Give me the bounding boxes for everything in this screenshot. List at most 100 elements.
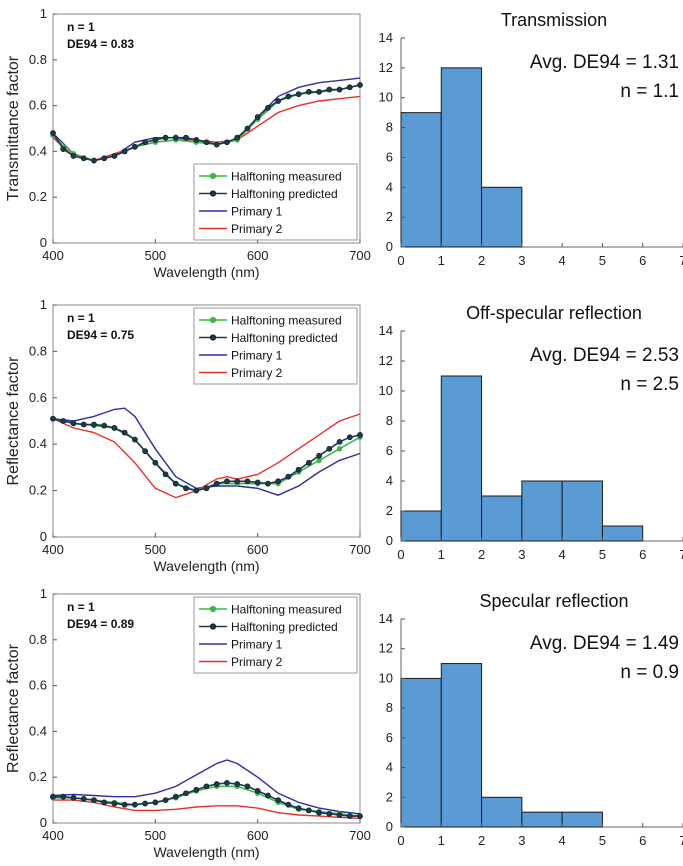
series-point <box>142 448 148 455</box>
series-point <box>285 473 292 480</box>
series-point <box>183 790 189 797</box>
annotation-text: n = 1 <box>67 311 95 325</box>
series-point <box>142 800 148 807</box>
legend-marker <box>209 316 217 324</box>
series-point <box>326 86 333 93</box>
line-chart-2: 400 500 600 700 0 0.2 0.4 0.6 0.8 1 Wavelength (nm… <box>5 297 371 574</box>
series-line-3 <box>52 759 361 815</box>
histogram-bar <box>440 375 483 542</box>
y-tick-label: 8 <box>386 120 393 135</box>
series-point <box>346 84 353 91</box>
series-point <box>336 438 343 445</box>
legend-label: Halftoning predicted <box>231 620 338 634</box>
legend-label: Halftoning measured <box>231 314 342 328</box>
series-point <box>80 421 87 428</box>
series-point <box>224 139 230 146</box>
series-point <box>193 786 200 793</box>
x-tick-label: 0 <box>397 547 404 562</box>
series-point <box>326 445 333 452</box>
x-tick-label: 1 <box>438 547 445 562</box>
series-point <box>357 82 363 88</box>
y-tick-label: 0.4 <box>29 436 47 451</box>
series-point <box>224 478 230 485</box>
y-tick-label: 0 <box>386 239 393 254</box>
x-tick-label: 400 <box>42 248 64 263</box>
y-tick-label: 0.8 <box>29 343 47 358</box>
series-point <box>50 415 56 422</box>
legend-marker <box>209 334 217 341</box>
x-tick-label: 500 <box>144 248 166 263</box>
series-point <box>305 88 312 95</box>
x-axis-label: Wavelength (nm) <box>153 264 259 280</box>
series-point <box>152 459 159 466</box>
y-axis-label: Reflectance factor <box>5 643 22 773</box>
series-point <box>326 810 333 817</box>
histogram-bar <box>481 796 523 828</box>
legend-label: Primary 1 <box>231 638 283 652</box>
legend-marker <box>209 172 217 180</box>
chart-title: Transmission <box>501 10 607 30</box>
series-point <box>357 432 363 438</box>
y-tick-label: 4 <box>386 179 393 194</box>
y-tick-label: 0.4 <box>29 143 47 158</box>
annotation-text: Avg. DE94 = 1.49 <box>530 633 679 654</box>
y-tick-label: 8 <box>386 413 393 428</box>
series-point <box>234 781 241 787</box>
y-tick-label: 14 <box>379 611 393 626</box>
annotation-text: n = 1 <box>67 600 95 614</box>
series-point <box>357 813 363 820</box>
series-point <box>60 793 67 800</box>
series-point <box>121 801 128 808</box>
series-point <box>336 812 343 818</box>
x-tick-label: 6 <box>639 547 646 562</box>
x-tick-label: 2 <box>478 253 485 268</box>
legend-label: Primary 1 <box>231 205 283 219</box>
y-tick-label: 2 <box>386 209 393 224</box>
annotation-text: DE94 = 0.83 <box>67 37 134 51</box>
series-point <box>203 139 210 146</box>
histogram-bar <box>400 510 442 542</box>
series-point <box>316 88 322 95</box>
x-tick-label: 3 <box>518 253 525 268</box>
histogram-bar <box>400 677 442 828</box>
series-point <box>336 446 343 452</box>
legend-label: Primary 2 <box>231 222 283 236</box>
legend: Halftoning measured Halftoning predicted P… <box>193 596 358 674</box>
series-point <box>70 153 77 159</box>
histogram-1: Transmission0246810121401234567Avg. DE94… <box>379 10 683 268</box>
series-point <box>121 148 128 155</box>
y-tick-label: 14 <box>379 30 393 45</box>
legend-marker <box>209 190 217 197</box>
x-tick-label: 4 <box>559 547 566 562</box>
y-tick-label: 0 <box>40 529 47 544</box>
x-tick-label: 6 <box>639 253 646 268</box>
series-point <box>224 780 230 786</box>
series-point <box>111 425 118 431</box>
x-tick-label: 700 <box>349 248 371 263</box>
x-tick-label: 600 <box>247 542 269 557</box>
series-point <box>50 793 56 800</box>
x-tick-label: 4 <box>559 253 566 268</box>
x-tick-label: 3 <box>518 547 525 562</box>
y-tick-label: 10 <box>379 383 393 398</box>
y-tick-label: 0.4 <box>29 723 47 738</box>
y-tick-label: 0.8 <box>29 632 47 647</box>
chart-title: Off-specular reflection <box>466 303 642 323</box>
y-tick-label: 14 <box>379 323 393 338</box>
y-tick-label: 12 <box>379 60 393 75</box>
series-point <box>234 478 241 485</box>
line-chart-3: 400 500 600 700 0 0.2 0.4 0.6 0.8 1 Wavelength (nm… <box>5 586 371 860</box>
series-point <box>183 134 189 141</box>
annotation-text: DE94 = 0.75 <box>67 328 134 342</box>
histogram-bar <box>521 480 563 542</box>
y-tick-label: 4 <box>386 473 393 488</box>
series-point <box>275 478 282 485</box>
x-axis-label: Wavelength (nm) <box>153 844 259 860</box>
y-tick-label: 0.6 <box>29 390 47 405</box>
legend: Halftoning measured Halftoning predicted P… <box>193 307 358 385</box>
x-tick-label: 500 <box>144 542 166 557</box>
y-tick-label: 0.6 <box>29 678 47 693</box>
line-chart-1: 400 500 600 700 0 0.2 0.4 0.6 0.8 1 Wavelength (nm… <box>5 6 371 280</box>
annotation-text: n = 2.5 <box>620 374 679 395</box>
